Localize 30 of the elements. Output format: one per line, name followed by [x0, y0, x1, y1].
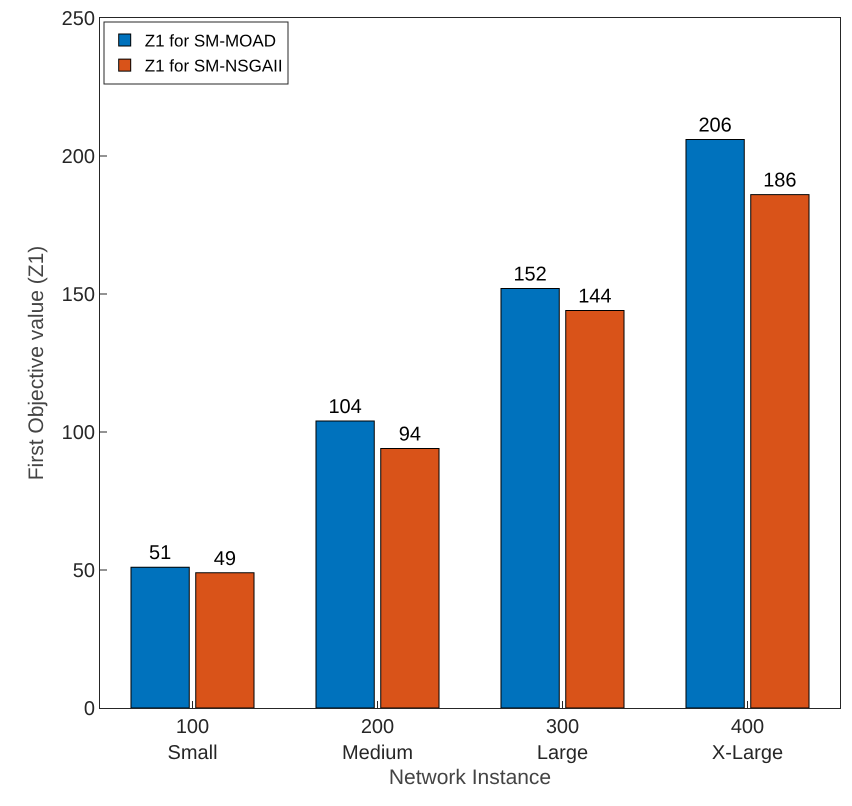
x-tick-label: 100 Small — [167, 716, 218, 764]
bar — [565, 310, 625, 708]
y-tick-label: 200 — [62, 146, 95, 168]
legend-label: Z1 for SM-MOAD — [144, 32, 276, 51]
data-label: 49 — [214, 548, 236, 570]
data-label: 104 — [328, 396, 362, 418]
y-tick-label: 0 — [84, 698, 95, 720]
data-label: 94 — [398, 424, 421, 446]
x-axis-title: Network Instance — [388, 766, 552, 790]
y-tick-label: 100 — [62, 422, 95, 444]
bar — [130, 566, 190, 708]
data-label: 144 — [578, 286, 612, 308]
data-label: 51 — [149, 542, 172, 564]
y-tick-label: 50 — [72, 560, 95, 582]
y-axis-title: First Objective value (Z1) — [24, 246, 48, 480]
x-tick-label: 400 X-Large — [712, 716, 784, 764]
y-tick-label: 250 — [62, 8, 95, 30]
data-label: 186 — [763, 170, 797, 192]
bar — [685, 138, 745, 708]
x-tick-label: 200 Medium — [342, 716, 414, 764]
y-tick-label: 150 — [62, 284, 95, 306]
bar — [315, 420, 375, 708]
bar — [380, 448, 440, 708]
bar — [195, 572, 255, 708]
bar — [750, 194, 810, 708]
data-label: 152 — [513, 263, 547, 286]
legend-label: Z1 for SM-NSGAII — [144, 56, 283, 76]
bar — [500, 288, 560, 708]
x-tick-label: 300 Large — [536, 716, 588, 764]
data-label: 206 — [698, 114, 732, 136]
